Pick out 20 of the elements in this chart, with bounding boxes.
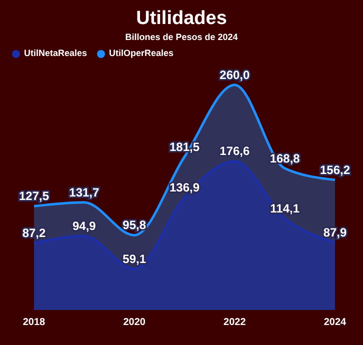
- x-tick-label: 2020: [123, 317, 146, 328]
- data-label: 87,9: [323, 225, 347, 240]
- data-label: 59,1: [122, 252, 146, 266]
- data-label: 260,0: [220, 68, 250, 82]
- data-label: 87,2: [22, 226, 46, 240]
- data-label: 95,8: [122, 218, 146, 232]
- data-label: 176,6: [220, 144, 250, 158]
- x-tick-label: 2022: [224, 317, 246, 328]
- data-label: 156,2: [320, 162, 350, 177]
- legend-label: UtilNetaReales: [24, 48, 88, 58]
- data-label: 131,7: [69, 185, 100, 200]
- data-label: 136,9: [169, 180, 200, 195]
- chart-subtitle: Billones de Pesos de 2024: [124, 32, 239, 42]
- x-tick-label: 2018: [22, 317, 46, 328]
- data-label: 127,5: [18, 189, 50, 204]
- legend-label: UtilOperReales: [109, 48, 174, 58]
- chart-title: Utilidades: [135, 8, 228, 30]
- x-tick-label: 2024: [324, 317, 347, 328]
- data-label: 94,9: [72, 219, 96, 234]
- data-label: 114,1: [270, 201, 300, 216]
